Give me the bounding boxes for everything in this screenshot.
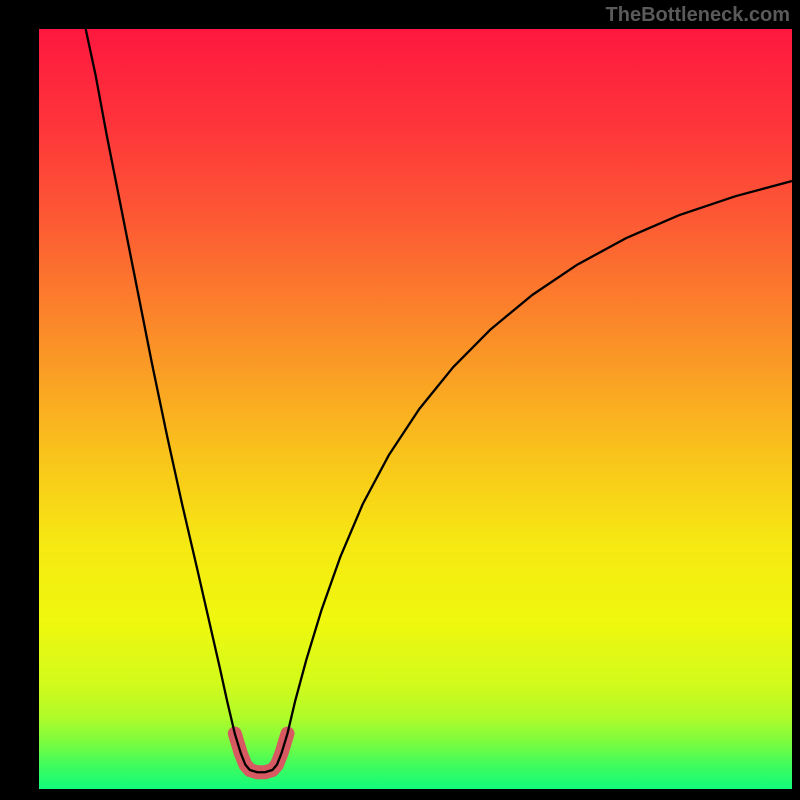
watermark-text: TheBottleneck.com bbox=[606, 4, 790, 27]
sweet-spot-band bbox=[235, 734, 288, 773]
bottleneck-curve bbox=[86, 29, 792, 772]
chart-curve-layer bbox=[39, 29, 792, 789]
bottleneck-chart bbox=[39, 29, 792, 789]
